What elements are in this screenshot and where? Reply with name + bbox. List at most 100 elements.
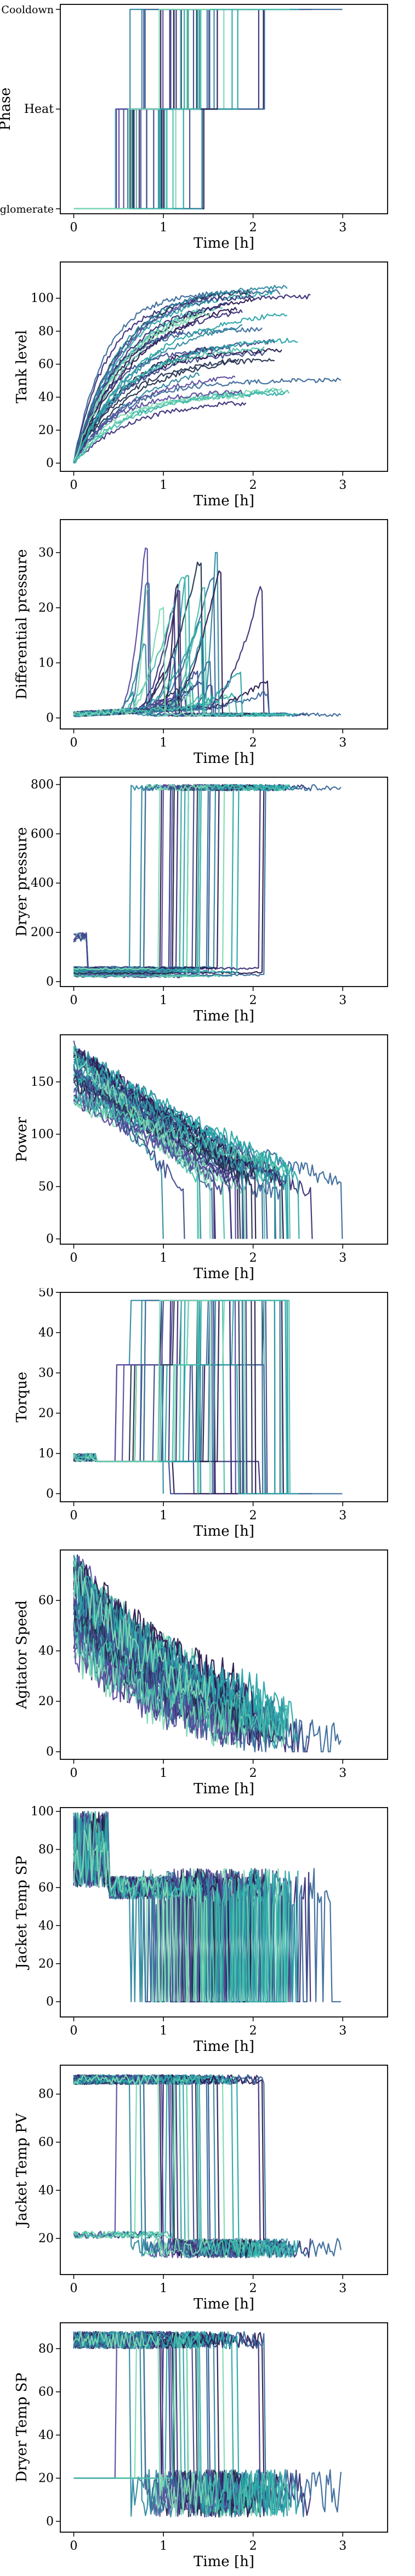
y-tick-label: 0 xyxy=(46,457,54,470)
series-line xyxy=(73,2074,211,2258)
x-tick-label: 2 xyxy=(249,1251,257,1265)
series-group xyxy=(73,1554,342,1753)
chart-panel: 0 1 2 3 20 40 60 80 Time [h] Jacket Temp PV xyxy=(14,2065,388,2312)
series-line xyxy=(73,391,286,464)
series-line xyxy=(73,293,214,464)
x-tick-label: 2 xyxy=(249,2282,257,2295)
plot-frame xyxy=(60,2322,388,2533)
x-tick-label: 1 xyxy=(160,221,167,235)
series-line xyxy=(73,784,263,973)
x-tick-label: 3 xyxy=(339,478,346,492)
y-tick-label: 20 xyxy=(38,2232,54,2246)
y-tick-label: 100 xyxy=(31,1805,54,1819)
y-tick-label: 0 xyxy=(46,711,54,725)
x-tick-label: 2 xyxy=(249,221,257,235)
x-axis-label: Time [h] xyxy=(194,493,254,509)
y-tick-label: 50 xyxy=(38,1180,54,1194)
series-line xyxy=(73,9,211,209)
x-tick-label: 0 xyxy=(70,1766,78,1780)
series-line xyxy=(73,329,184,461)
x-axis-label: Time [h] xyxy=(194,2038,254,2055)
series-group xyxy=(73,1810,341,2003)
series-line xyxy=(73,1566,211,1712)
x-tick-label: 0 xyxy=(70,1251,78,1265)
x-tick-label: 2 xyxy=(249,994,257,1007)
y-tick-label: 0 xyxy=(46,1745,54,1759)
series-line xyxy=(73,784,211,971)
series-line xyxy=(73,607,211,717)
x-tick-label: 1 xyxy=(160,478,167,492)
y-axis-label: Dryer pressure xyxy=(14,827,30,937)
x-tick-label: 2 xyxy=(249,2539,257,2553)
series-line xyxy=(73,312,211,462)
series-group xyxy=(73,784,342,978)
series-line xyxy=(73,1092,243,1239)
series-line xyxy=(73,1300,164,1494)
y-tick-label: 0 xyxy=(46,1232,54,1246)
series-line xyxy=(73,324,243,464)
series-line xyxy=(73,1046,289,1239)
series-line xyxy=(73,389,243,463)
y-tick-label: 800 xyxy=(31,778,54,791)
x-tick-label: 2 xyxy=(249,1766,257,1780)
y-tick-label: 10 xyxy=(38,656,54,670)
x-tick-label: 3 xyxy=(339,1251,346,1265)
x-tick-label: 2 xyxy=(249,478,257,492)
x-axis-label: Time [h] xyxy=(194,235,254,252)
y-tick-label: 100 xyxy=(31,1127,54,1141)
series-line xyxy=(73,1300,213,1494)
x-axis-label: Time [h] xyxy=(194,1008,254,1024)
series-line xyxy=(73,1096,246,1239)
y-tick-label: 0 xyxy=(46,975,54,989)
series-line xyxy=(73,784,243,972)
plot-frame xyxy=(60,2065,388,2275)
series-line xyxy=(73,1075,241,1239)
series-line xyxy=(73,377,342,461)
series-line xyxy=(73,297,213,464)
series-line xyxy=(73,586,311,717)
y-tick-label: 0 xyxy=(46,1995,54,2009)
series-line xyxy=(73,784,255,970)
series-line xyxy=(73,1093,291,1239)
y-tick-label: 60 xyxy=(38,1594,54,1608)
series-line xyxy=(73,2074,238,2256)
series-line xyxy=(73,784,198,970)
series-line xyxy=(73,338,298,464)
x-tick-label: 0 xyxy=(70,221,78,235)
series-line xyxy=(73,2074,213,2258)
y-tick-label: 80 xyxy=(38,2342,54,2356)
series-line xyxy=(73,294,311,461)
series-group xyxy=(73,1040,343,1239)
x-tick-label: 1 xyxy=(160,1509,167,1523)
series-line xyxy=(73,401,247,464)
x-tick-label: 0 xyxy=(70,1509,78,1523)
y-tick-label: 20 xyxy=(38,1406,54,1420)
x-axis-label: Time [h] xyxy=(194,1266,254,1282)
series-line xyxy=(73,784,237,970)
series-line xyxy=(73,9,290,209)
series-line xyxy=(73,1554,255,1717)
y-tick-label: 30 xyxy=(38,546,54,560)
x-tick-label: 3 xyxy=(339,2539,346,2553)
series-group xyxy=(73,2074,342,2259)
series-line xyxy=(73,2074,162,2258)
y-tick-label: 50 xyxy=(38,1288,54,1300)
y-axis-label: Tank level xyxy=(14,330,30,403)
y-axis-label: Phase xyxy=(0,88,14,130)
series-line xyxy=(73,1300,211,1494)
y-tick-label: 30 xyxy=(38,1366,54,1380)
series-group xyxy=(73,9,343,209)
series-line xyxy=(73,784,198,970)
x-tick-label: 3 xyxy=(339,1509,346,1523)
y-tick-label: 40 xyxy=(38,2184,54,2197)
x-tick-label: 3 xyxy=(339,221,346,235)
x-axis-label: Time [h] xyxy=(194,1781,254,1797)
series-line xyxy=(73,1051,211,1239)
series-line xyxy=(73,358,275,464)
series-line xyxy=(73,785,184,972)
y-tick-label: 100 xyxy=(31,292,54,305)
y-axis-label: Jacket Temp SP xyxy=(14,1856,30,1970)
x-tick-label: 3 xyxy=(339,994,346,1007)
series-line xyxy=(73,1300,291,1494)
y-tick-label: 40 xyxy=(38,1326,54,1340)
